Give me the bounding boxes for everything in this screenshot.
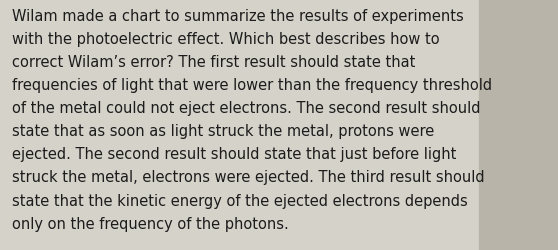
- Text: with the photoelectric effect. Which best describes how to: with the photoelectric effect. Which bes…: [12, 32, 440, 47]
- Text: of the metal could not eject electrons. The second result should: of the metal could not eject electrons. …: [12, 101, 480, 116]
- Text: state that the kinetic energy of the ejected electrons depends: state that the kinetic energy of the eje…: [12, 193, 468, 208]
- Bar: [479, 0, 558, 250]
- Text: state that as soon as light struck the metal, protons were: state that as soon as light struck the m…: [12, 124, 434, 139]
- Text: correct Wilam’s error? The first result should state that: correct Wilam’s error? The first result …: [12, 55, 415, 70]
- Text: struck the metal, electrons were ejected. The third result should: struck the metal, electrons were ejected…: [12, 170, 485, 185]
- Text: Wilam made a chart to summarize the results of experiments: Wilam made a chart to summarize the resu…: [12, 9, 464, 24]
- Text: ejected. The second result should state that just before light: ejected. The second result should state …: [12, 147, 456, 162]
- Text: frequencies of light that were lower than the frequency threshold: frequencies of light that were lower tha…: [12, 78, 492, 93]
- Text: only on the frequency of the photons.: only on the frequency of the photons.: [12, 216, 288, 231]
